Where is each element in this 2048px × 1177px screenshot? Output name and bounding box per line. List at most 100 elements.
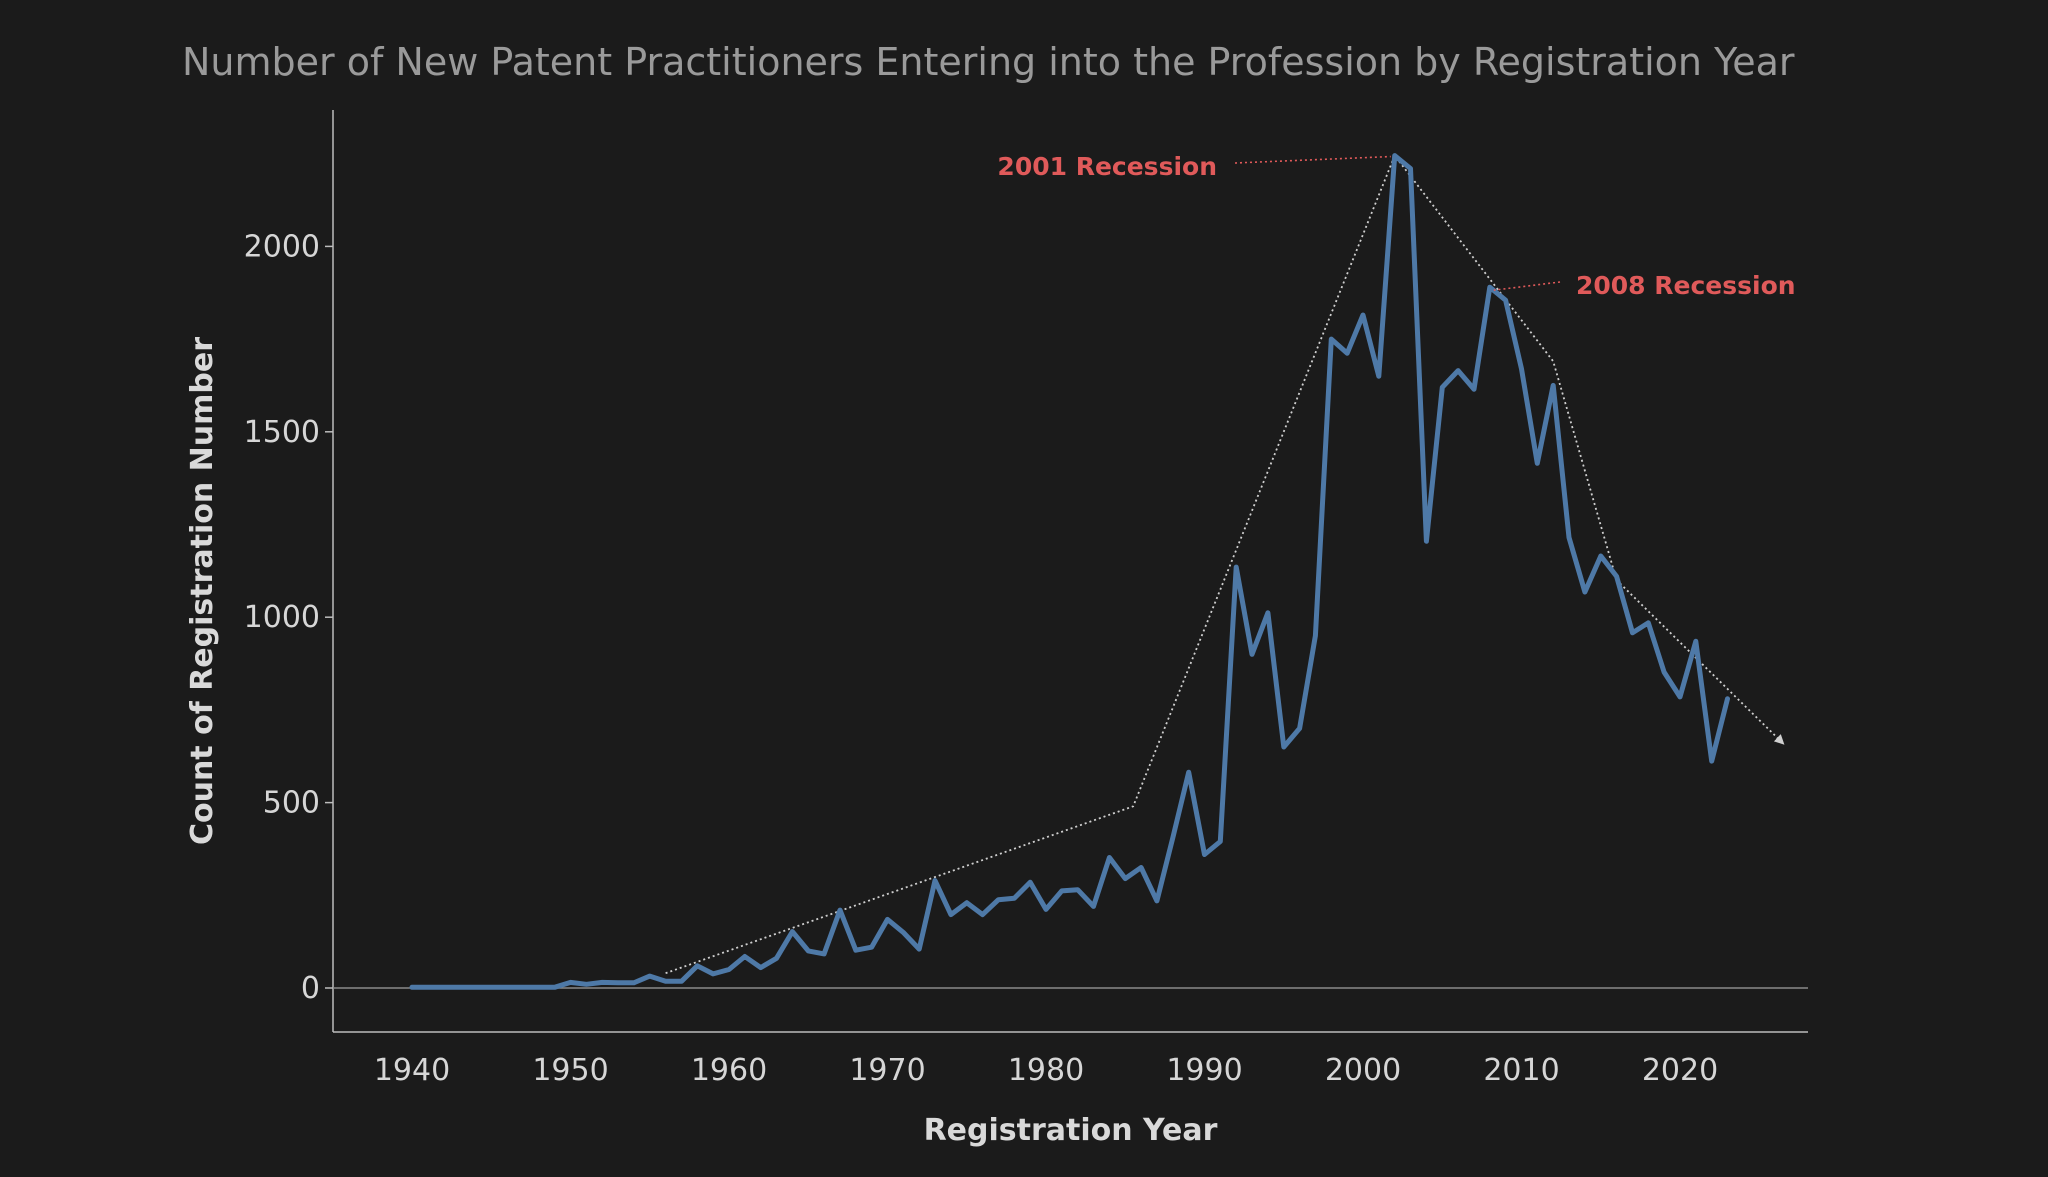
data-point (1297, 726, 1302, 731)
data-point (489, 985, 494, 990)
x-tick-label: 2020 (1642, 1053, 1718, 1088)
data-point (1107, 855, 1112, 860)
data-point (663, 979, 668, 984)
data-point (1345, 351, 1350, 356)
data-point (473, 985, 478, 990)
annotation-leader-2008 (1493, 281, 1561, 291)
data-point (1059, 888, 1064, 893)
data-point (742, 954, 747, 959)
data-point (711, 971, 716, 976)
data-point (727, 967, 732, 972)
y-axis-ticks: 0 500 1000 1500 2000 (244, 229, 333, 1006)
data-point (1012, 896, 1017, 901)
data-point (1234, 565, 1239, 570)
data-point (1662, 670, 1667, 675)
x-axis-ticks: 1940 1950 1960 1970 1980 1990 2000 2010 2020 (374, 1053, 1718, 1088)
data-point (536, 985, 541, 990)
data-point (1582, 590, 1587, 595)
data-point (774, 956, 779, 961)
y-tick-label: 1500 (244, 415, 320, 450)
data-point (457, 985, 462, 990)
annotation-2008-recession: 2008 Recession (1576, 271, 1796, 300)
y-tick-label: 1000 (244, 600, 320, 635)
data-point (964, 900, 969, 905)
data-point (1551, 383, 1556, 388)
data-point (1313, 633, 1318, 638)
data-point (1281, 745, 1286, 750)
data-point (1725, 696, 1730, 701)
series-line (409, 153, 1730, 990)
data-point (425, 985, 430, 990)
data-point (1361, 313, 1366, 318)
data-point (1250, 652, 1255, 657)
data-point (790, 929, 795, 934)
data-point (980, 912, 985, 917)
data-point (647, 974, 652, 979)
data-point (1693, 639, 1698, 644)
x-tick-label: 2010 (1483, 1053, 1559, 1088)
data-point (1503, 298, 1508, 303)
x-tick-label: 1990 (1166, 1053, 1242, 1088)
y-tick-label: 500 (263, 786, 320, 821)
data-point (917, 947, 922, 952)
data-point (1408, 166, 1413, 171)
data-point (933, 878, 938, 883)
annotations: 2001 Recession 2008 Recession (997, 152, 1795, 300)
data-point (885, 917, 890, 922)
data-point (600, 980, 605, 985)
data-point (616, 980, 621, 985)
data-point (1154, 898, 1159, 903)
data-point (806, 948, 811, 953)
data-point (1678, 694, 1683, 699)
x-tick-label: 1950 (532, 1053, 608, 1088)
data-point (410, 985, 415, 990)
data-point (521, 985, 526, 990)
data-point (1709, 759, 1714, 764)
data-point (1614, 574, 1619, 579)
data-point (1123, 876, 1128, 881)
data-point (1044, 907, 1049, 912)
data-point (1075, 887, 1080, 892)
data-point (1329, 337, 1334, 342)
data-point (441, 985, 446, 990)
x-tick-label: 1940 (374, 1053, 450, 1088)
annotation-leader-2001 (1234, 155, 1391, 164)
data-point (1376, 374, 1381, 379)
y-axis-title: Count of Registration Number (185, 337, 220, 845)
data-point (948, 912, 953, 917)
x-tick-label: 1970 (849, 1053, 925, 1088)
data-point (631, 980, 636, 985)
chart-title: Number of New Patent Practitioners Enter… (182, 40, 1795, 84)
data-point (1630, 630, 1635, 635)
y-tick-label: 0 (301, 971, 320, 1006)
data-point (822, 951, 827, 956)
data-point (679, 979, 684, 984)
data-point (1028, 880, 1033, 885)
data-point (1567, 535, 1572, 540)
annotation-2001-recession: 2001 Recession (997, 152, 1217, 181)
data-point (505, 985, 510, 990)
data-point (758, 965, 763, 970)
data-point (1170, 835, 1175, 840)
data-point (1646, 620, 1651, 625)
data-point (1186, 770, 1191, 775)
y-tick-label: 2000 (244, 229, 320, 264)
axes (332, 110, 1808, 1033)
data-point (1519, 366, 1524, 371)
data-point (1535, 461, 1540, 466)
data-point (1202, 852, 1207, 857)
data-point (1472, 387, 1477, 392)
x-tick-label: 1980 (1008, 1053, 1084, 1088)
data-point (1456, 368, 1461, 373)
series-group (409, 153, 1730, 990)
data-point (838, 908, 843, 913)
data-point (584, 982, 589, 987)
data-point (1139, 865, 1144, 870)
data-point (869, 945, 874, 950)
data-point (1487, 285, 1492, 290)
data-point (1424, 539, 1429, 544)
data-point (1598, 554, 1603, 559)
data-point (1440, 385, 1445, 390)
data-point (1392, 153, 1397, 158)
